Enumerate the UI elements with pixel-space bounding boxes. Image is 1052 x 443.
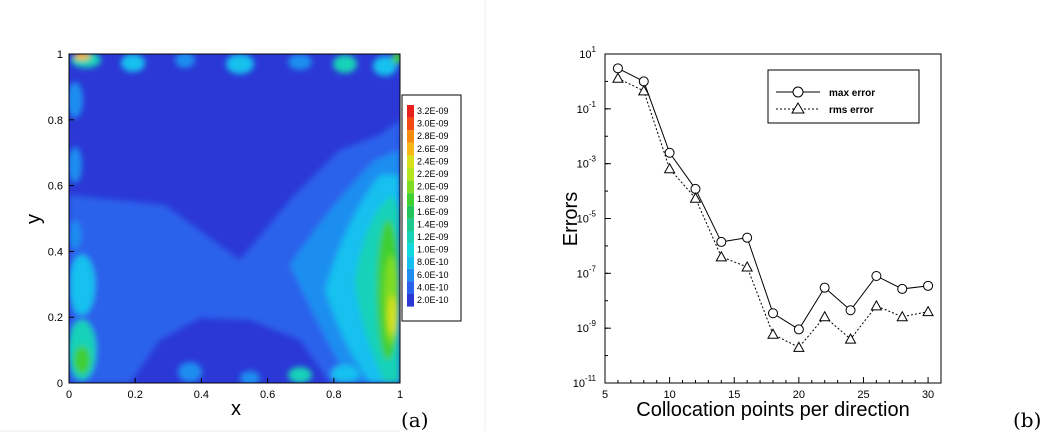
max-error-point: [691, 184, 700, 193]
colorbar-label: 3.2E-09: [417, 106, 449, 116]
colorbar-label: 2.8E-09: [417, 131, 449, 141]
contour-y-tick-label: 0.2: [48, 312, 63, 324]
max-error-point: [872, 271, 881, 280]
colorbar-swatch: [407, 155, 414, 168]
colorbar-label: 1.0E-09: [417, 245, 449, 255]
colorbar-swatch: [407, 244, 414, 257]
contour-x-tick-label: 0.2: [128, 389, 143, 401]
colorbar-swatch: [407, 281, 414, 294]
contour-panel: 0 0.2 0.4 0.6 0.8 1 0 0.2 0.4 0.6 0.8 1 x y 3.2E-09…: [0, 0, 485, 432]
error-y-tick-label: 10-9: [577, 319, 597, 335]
rms-error-point: [897, 312, 907, 321]
colorbar-swatch: [407, 218, 414, 231]
colorbar-swatch: [407, 269, 414, 282]
contour-field: [67, 52, 402, 385]
rms-error-point: [923, 307, 933, 316]
colorbar-label: 2.0E-10: [417, 295, 449, 305]
rms-error-point: [794, 342, 804, 351]
contour-x-label: x: [231, 398, 241, 420]
colorbar-label: 2.6E-09: [417, 144, 449, 154]
legend-label-rms: rms error: [829, 105, 874, 116]
colorbar-swatch: [407, 118, 414, 131]
max-error-point: [743, 233, 752, 242]
contour-x-tick-label: 1: [397, 389, 403, 401]
colorbar-swatch: [407, 256, 414, 269]
colorbar-swatch: [407, 168, 414, 181]
contour-x-tick-label: 0.6: [260, 389, 275, 401]
max-error-point: [665, 148, 674, 157]
error-x-tick-label: 30: [922, 389, 934, 401]
max-error-point: [924, 281, 933, 290]
error-y-tick-label: 10-11: [573, 374, 597, 390]
error-y-tick-label: 10-1: [577, 100, 597, 116]
contour-y-tick-label: 0.6: [48, 181, 63, 193]
rms-error-point: [742, 262, 752, 271]
error-y-tick-label: 101: [579, 45, 596, 61]
max-error-point: [898, 284, 907, 293]
contour-y-tick-label: 1: [57, 49, 63, 61]
rms-error-point: [768, 329, 778, 338]
max-error-point: [846, 306, 855, 315]
colorbar-label: 1.8E-09: [417, 194, 449, 204]
max-error-point: [717, 237, 726, 246]
max-error-point: [639, 77, 648, 86]
rms-error-point: [846, 334, 856, 343]
colorbar-label: 8.0E-10: [417, 257, 449, 267]
contour-x-tick-label: 0: [66, 389, 72, 401]
colorbar-swatch: [407, 294, 414, 307]
colorbar-swatch: [407, 206, 414, 219]
error-y-tick-label: 10-7: [577, 264, 597, 280]
colorbar-label: 1.6E-09: [417, 207, 449, 217]
colorbar-label: 1.4E-09: [417, 219, 449, 229]
contour-y-tick-label: 0.8: [48, 115, 63, 127]
colorbar-swatch: [407, 130, 414, 143]
rms-error-point: [820, 312, 830, 321]
panel-label-a: (a): [401, 408, 429, 432]
error-x-tick-label: 5: [602, 389, 608, 401]
error-x-label: Collocation points per direction: [636, 399, 910, 421]
contour-x-tick-label: 0.4: [194, 389, 209, 401]
colorbar-label: 6.0E-10: [417, 270, 449, 280]
colorbar-label: 2.0E-09: [417, 182, 449, 192]
contour-y-tick-label: 0.4: [48, 246, 63, 258]
rms-error-point: [665, 164, 675, 173]
colorbar-swatch: [407, 231, 414, 244]
colorbar-swatch: [407, 193, 414, 206]
legend-label-max: max error: [829, 88, 875, 99]
contour-y-label: y: [23, 214, 45, 224]
legend: max error rms error: [768, 70, 919, 123]
colorbar: 3.2E-09 3.0E-09 2.8E-09 2.6E-09 2.4E-09 2.2E-…: [402, 95, 461, 321]
max-error-point: [794, 325, 803, 334]
error-y-label: Errors: [560, 192, 582, 246]
panel-label-b: (b): [1013, 408, 1041, 432]
max-error-point: [613, 64, 622, 73]
colorbar-swatch: [407, 181, 414, 194]
rms-error-point: [871, 301, 881, 310]
contour-x-tick-label: 0.8: [326, 389, 341, 401]
colorbar-label: 4.0E-10: [417, 282, 449, 292]
legend-marker-circle: [793, 87, 803, 97]
colorbar-swatch: [407, 105, 414, 118]
error-y-tick-label: 10-3: [577, 155, 597, 171]
error-panel: 5 10 15 20 25 3010110-110-310-510-710-910-11 …: [560, 45, 1041, 432]
colorbar-swatch: [407, 143, 414, 156]
max-error-point: [769, 309, 778, 318]
rms-error-point: [613, 73, 623, 82]
colorbar-label: 2.4E-09: [417, 156, 449, 166]
colorbar-label: 2.2E-09: [417, 169, 449, 179]
rms-error-point: [716, 252, 726, 261]
colorbar-label: 3.0E-09: [417, 119, 449, 129]
max-error-point: [820, 283, 829, 292]
contour-y-tick-label: 0: [57, 378, 63, 390]
colorbar-label: 1.2E-09: [417, 232, 449, 242]
